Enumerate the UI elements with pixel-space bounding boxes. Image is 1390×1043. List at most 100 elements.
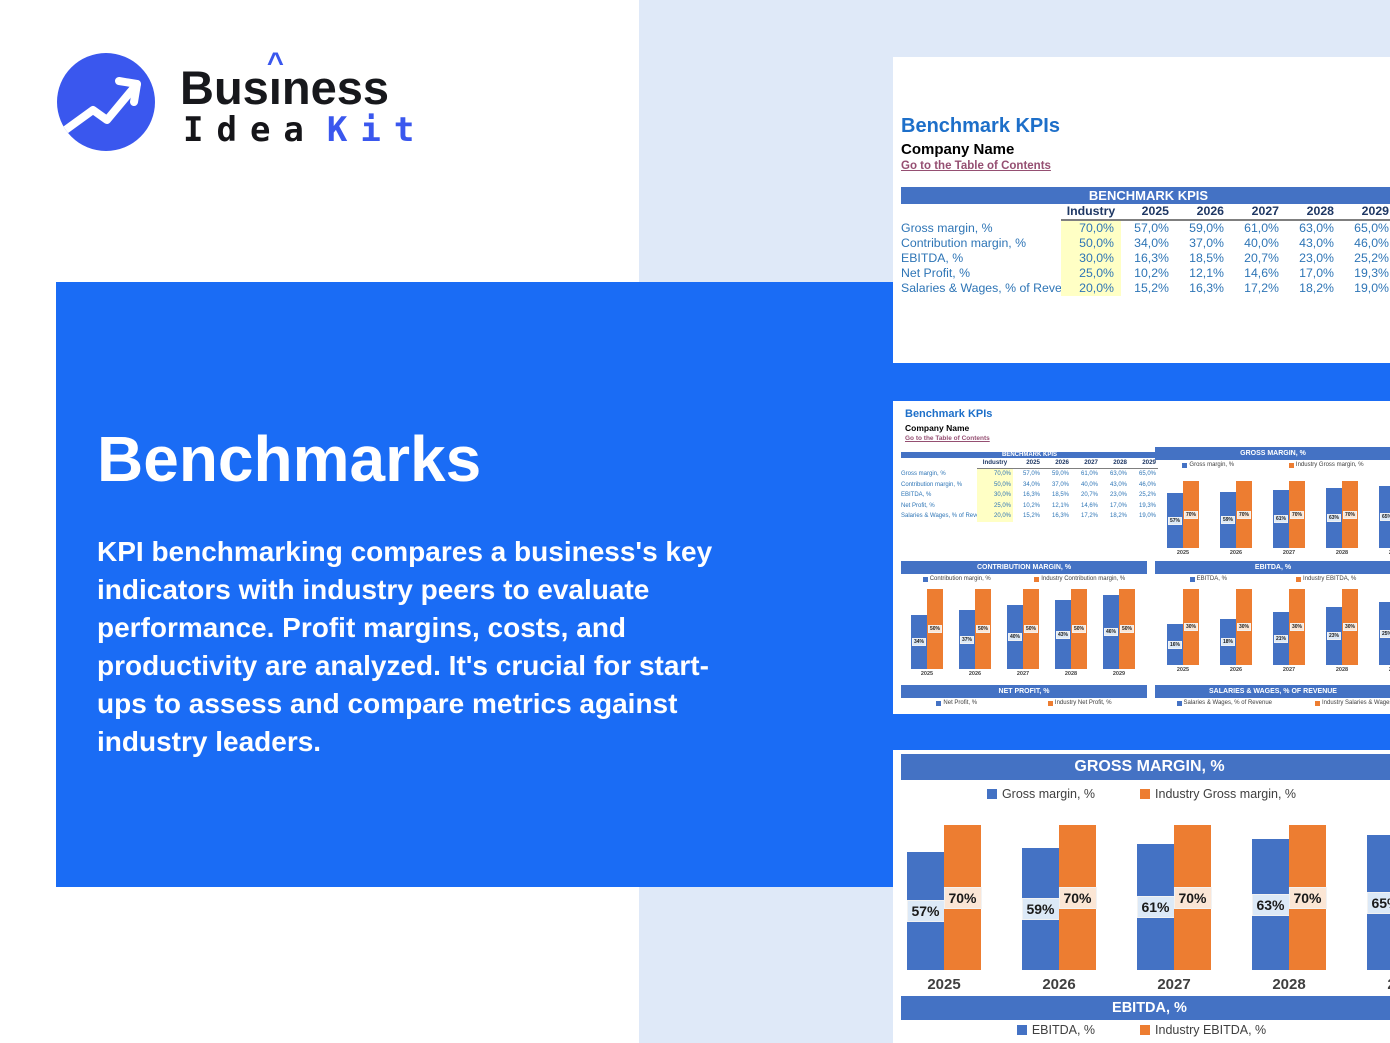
legend-swatch-company [936, 700, 942, 706]
company-bar: 37% [959, 610, 975, 669]
chart-title-gross-margin: GROSS MARGIN, % [1155, 447, 1390, 460]
year-value: 61,0% [1080, 471, 1098, 477]
year-value: 17,0% [1299, 266, 1334, 280]
year-value: 18,5% [1189, 251, 1224, 265]
company-bar: 57% [1167, 493, 1183, 548]
table-row: Salaries & Wages, % of Revenue20,0% 15,2%… [901, 281, 1390, 296]
industry-bar: 50% [1119, 589, 1135, 669]
industry-bar-label: 30% [1183, 623, 1199, 631]
company-bar-label: 18% [1220, 638, 1236, 646]
legend-label: Gross margin, % [1189, 462, 1235, 468]
year-value: 25,2% [1138, 492, 1156, 498]
year-value: 23,0% [1109, 492, 1127, 498]
bar-pair-2029: 65%70%2029 [1379, 481, 1390, 556]
benchmark-kpis-table: BENCHMARK KPIS Industry 2025 2026 2027 2028 20… [901, 187, 1390, 296]
year-value: 34,0% [1022, 481, 1040, 488]
year-value: 16,3% [1134, 251, 1169, 265]
sheet-title: Benchmark KPIs [905, 408, 993, 420]
company-bar-label: 23% [1326, 632, 1342, 640]
company-bar-label: 65% [1379, 513, 1390, 521]
table-row: Net Profit, % 25,0% 10,2% 12,1% 14,6% 17,0% 19… [901, 266, 1390, 281]
industry-bar: 70% [1236, 481, 1252, 548]
year-axis-label: 2028 [1272, 976, 1306, 993]
column-header: 2026 [1176, 204, 1231, 221]
company-bar: 46% [1103, 595, 1119, 669]
table-of-contents-link[interactable]: Go to the Table of Contents [905, 435, 990, 442]
chart-title-gross-margin: GROSS MARGIN, % [901, 754, 1390, 780]
legend-swatch-industry [1047, 700, 1053, 706]
row-label: Salaries & Wages, % of Revenue [901, 513, 977, 519]
industry-bar: 30% [1289, 589, 1305, 665]
bar-pair-2025: 57% 70% 2025 [906, 825, 982, 993]
year-value: 59,0% [1189, 221, 1224, 235]
bar-pair-2029: 46% 50% 2029 [1103, 589, 1135, 677]
year-axis-label: 2026 [1229, 550, 1243, 556]
row-label: Salaries & Wages, % of Revenue [901, 281, 1061, 295]
column-header: 2027 [1231, 204, 1286, 221]
legend-swatch-industry [1288, 462, 1294, 468]
industry-bar-label: 50% [1023, 625, 1039, 633]
bar-pair-2029: 25%30%2029 [1379, 589, 1390, 673]
company-bar-label: 34% [911, 638, 927, 646]
legend-label: EBITDA, % [1031, 1023, 1096, 1037]
bar-pair-2025: 34% 50% 2025 [911, 589, 943, 677]
logo-caret-icon: ^ [266, 47, 284, 80]
legend-label: Industry Net Profit, % [1054, 700, 1112, 706]
bar-pair-2025: 16% 30% 2025 [1167, 589, 1199, 673]
year-axis-label: 2025 [920, 671, 934, 677]
year-value: 46,0% [1138, 481, 1156, 488]
legend-label: Industry EBITDA, % [1155, 1023, 1267, 1037]
year-value: 17,2% [1244, 281, 1279, 295]
year-axis-label: 2029 [1112, 671, 1126, 677]
year-value: 37,0% [1189, 236, 1224, 250]
logo-text-part: Bus [180, 61, 269, 114]
legend-label: Industry Salaries & Wages, % of Revenue [1322, 700, 1390, 706]
sheet-company-name: Company Name [901, 141, 1015, 158]
chart-legend: Net Profit, % Industry Net Profit, % [901, 699, 1147, 707]
row-label: Contribution margin, % [901, 236, 1027, 250]
legend-label: Industry Gross margin, % [1155, 787, 1297, 801]
logo-wordmark-business: Busı ^ ness [180, 47, 389, 115]
screenshot-benchmark-dashboard: Benchmark KPIs Company Name Go to the Ta… [893, 401, 1390, 714]
industry-value: 70,0% [1061, 221, 1121, 236]
industry-bar: 70% [1289, 481, 1305, 548]
company-bar-label: 65% [1366, 891, 1390, 914]
logo-mark [57, 53, 155, 151]
company-bar-label: 61% [1273, 515, 1289, 523]
company-bar-label: 63% [1251, 893, 1290, 916]
company-bar: 43% [1055, 600, 1071, 669]
year-value: 19,3% [1354, 266, 1389, 280]
year-axis-label: 2027 [1016, 671, 1030, 677]
legend-swatch-industry [1140, 789, 1151, 799]
company-bar: 16% [1167, 624, 1183, 665]
industry-bar: 30% [1236, 589, 1252, 665]
table-of-contents-link[interactable]: Go to the Table of Contents [901, 160, 1051, 172]
industry-bar-label: 30% [1342, 623, 1358, 631]
year-value: 59,0% [1051, 471, 1069, 477]
year-axis-label: 2027 [1282, 667, 1296, 673]
bar-pair-2027: 61% 70% 2027 [1136, 825, 1212, 993]
year-value: 34,0% [1134, 236, 1169, 250]
legend-label: Contribution margin, % [929, 576, 991, 582]
chart-legend: Salaries & Wages, % of Revenue Industry … [1155, 699, 1390, 707]
row-label: Gross margin, % [901, 221, 993, 235]
bar-pair-2026: 59% 70% 2026 [1220, 481, 1252, 556]
year-axis-label: 2029 [1367, 976, 1390, 993]
year-axis-label: 2025 [927, 976, 961, 993]
industry-bar-label: 70% [1058, 886, 1097, 909]
chart-title-contribution-margin: CONTRIBUTION MARGIN, % [901, 561, 1147, 574]
year-value: 57,0% [1022, 471, 1040, 477]
bar-pair-2028: 43% 50% 2028 [1055, 589, 1087, 677]
legend-swatch-company [1176, 700, 1182, 706]
year-value: 23,0% [1299, 251, 1334, 265]
ebitda-chart-mini: 16% 30% 2025 18% 30% 2026 21% 30% 2027 23% 30% 2028… [1155, 589, 1390, 677]
company-bar: 57% [906, 852, 945, 970]
company-bar: 65% [1379, 486, 1390, 548]
legend-swatch-industry [1296, 576, 1302, 582]
year-value: 25,2% [1354, 251, 1389, 265]
year-axis-label: 2025 [1176, 667, 1190, 673]
logo-letter-i: ı ^ [266, 47, 284, 114]
column-header: 2026 [1042, 458, 1071, 469]
year-value: 12,1% [1189, 266, 1224, 280]
bar-pair-2029: 65%70%2029 [1366, 825, 1390, 993]
